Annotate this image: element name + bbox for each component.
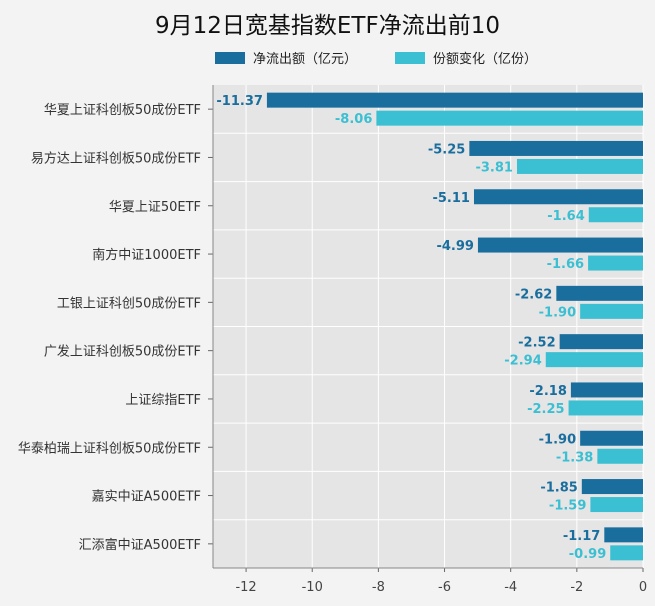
data-label-share-change: -2.94 [504, 354, 541, 369]
x-tick-label: -2 [570, 580, 583, 595]
bar-net-outflow [580, 430, 643, 446]
data-label-net-outflow: -2.52 [518, 336, 555, 351]
bar-share-change [516, 158, 643, 174]
data-label-net-outflow: -4.99 [436, 239, 473, 254]
legend-label-share-change: 份额变化（亿份） [433, 52, 538, 67]
data-label-share-change: -8.06 [335, 112, 372, 127]
x-tick-label: -8 [372, 580, 385, 595]
legend-item-share-change: 份额变化（亿份） [395, 48, 537, 67]
x-tick-label: -10 [302, 580, 323, 595]
chart-legend: 净流出额（亿元） 份额变化（亿份） [215, 48, 575, 67]
data-label-net-outflow: -5.11 [432, 191, 469, 206]
data-label-net-outflow: -2.62 [515, 287, 552, 302]
category-label: 广发上证科创板50成份ETF [44, 344, 201, 360]
legend-label-net-outflow: 净流出额（亿元） [253, 52, 358, 67]
x-tick-label: 0 [639, 580, 647, 595]
bar-share-change [610, 545, 643, 561]
category-label: 易方达上证科创板50成份ETF [31, 150, 201, 166]
x-tick-label: -6 [438, 580, 451, 595]
bar-net-outflow [469, 140, 643, 156]
bar-net-outflow [581, 479, 643, 495]
chart-title: 9月12日宽基指数ETF净流出前10 [155, 13, 500, 39]
bar-share-change [545, 352, 643, 368]
bar-net-outflow [473, 189, 643, 205]
bar-net-outflow [266, 92, 643, 108]
data-label-net-outflow: -2.18 [529, 384, 566, 399]
x-tick-label: -12 [235, 580, 256, 595]
category-label: 工银上证科创50成份ETF [57, 296, 201, 311]
data-label-net-outflow: -1.17 [563, 529, 600, 544]
data-label-share-change: -1.90 [539, 305, 576, 320]
data-label-net-outflow: -11.37 [216, 94, 263, 109]
category-label: 华夏上证科创板50成份ETF [44, 103, 201, 118]
data-label-share-change: -2.25 [527, 402, 564, 417]
bar-share-change [376, 110, 643, 126]
data-label-share-change: -0.99 [569, 547, 606, 562]
legend-item-net-outflow: 净流出额（亿元） [215, 48, 357, 67]
category-label: 上证综指ETF [125, 393, 201, 408]
data-label-share-change: -3.81 [475, 160, 512, 175]
legend-swatch-net-outflow [215, 51, 245, 64]
bar-share-change [588, 207, 643, 223]
category-label: 南方中证1000ETF [92, 247, 201, 263]
data-label-share-change: -1.38 [556, 450, 593, 465]
legend-swatch-share-change [395, 51, 426, 64]
category-label: 华夏上证50ETF [109, 200, 201, 215]
bar-share-change [568, 400, 643, 416]
data-label-net-outflow: -1.90 [539, 432, 576, 447]
bar-net-outflow [570, 382, 643, 398]
x-tick-label: -4 [504, 580, 517, 595]
bar-net-outflow [477, 237, 643, 253]
data-label-net-outflow: -1.85 [540, 481, 577, 496]
data-label-share-change: -1.66 [547, 257, 584, 272]
category-label: 华泰柏瑞上证科创板50成份ETF [18, 441, 201, 456]
bar-net-outflow [556, 285, 643, 301]
bar-share-change [580, 303, 643, 319]
bar-net-outflow [559, 334, 643, 350]
bar-share-change [590, 497, 643, 513]
category-label: 嘉实中证A500ETF [92, 490, 201, 505]
bar-share-change [597, 448, 643, 464]
data-label-share-change: -1.64 [547, 209, 584, 224]
bar-share-change [588, 255, 643, 271]
bar-net-outflow [604, 527, 643, 543]
data-label-net-outflow: -5.25 [428, 142, 465, 157]
category-label: 汇添富中证A500ETF [79, 537, 201, 553]
data-label-share-change: -1.59 [549, 499, 586, 514]
